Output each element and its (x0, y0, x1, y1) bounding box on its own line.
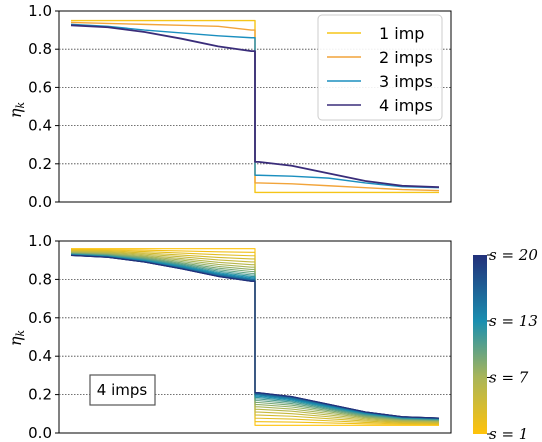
legend-entry: 3 imps (379, 72, 433, 91)
colorbar-gradient (473, 255, 487, 434)
y-tick-label: 0.4 (28, 347, 52, 365)
bottom-series-lines (70, 248, 440, 426)
top-y-axis-label-sub: k (14, 102, 27, 109)
top-legend: 1 imp 2 imps 3 imps 4 imps (317, 14, 443, 121)
colorbar-label: s = 1 (489, 425, 528, 442)
bottom-panel: 0.0 0.2 0.4 0.6 0.8 1.0 ηk 4 imps (6, 232, 452, 442)
legend-entry: 1 imp (379, 24, 424, 43)
annotation-text: 4 imps (97, 381, 148, 399)
bottom-y-axis-label-sub: k (14, 330, 27, 337)
annotation-box: 4 imps (89, 374, 156, 406)
bottom-plot-frame (58, 240, 452, 434)
y-tick-label: 1.0 (28, 232, 52, 250)
bottom-y-axis-label-main: η (6, 336, 25, 346)
y-tick-label: 0.6 (28, 78, 52, 96)
y-tick-label: 0.4 (28, 117, 52, 135)
colorbar-label: s = 7 (489, 368, 529, 386)
top-y-axis-label-main: η (6, 108, 25, 118)
y-tick-label: 0.0 (28, 424, 52, 442)
top-y-ticks: 0.0 0.2 0.4 0.6 0.8 1.0 (28, 2, 59, 211)
colorbar-label: s = 20 (489, 246, 538, 264)
y-tick-label: 0.8 (28, 270, 52, 288)
top-series-lines (70, 19, 440, 194)
bottom-y-ticks: 0.0 0.2 0.4 0.6 0.8 1.0 (28, 232, 59, 442)
series-line-4 (70, 24, 440, 188)
colorbar: s = 20 s = 13 s = 7 s = 1 (473, 246, 538, 442)
colorbar-labels: s = 20 s = 13 s = 7 s = 1 (487, 246, 538, 442)
y-tick-label: 0.2 (28, 155, 52, 173)
y-tick-label: 1.0 (28, 2, 52, 20)
bottom-y-axis-label: ηk (6, 330, 27, 347)
colorbar-label: s = 13 (489, 312, 538, 330)
top-y-axis-label: ηk (6, 102, 27, 119)
top-panel: 0.0 0.2 0.4 0.6 0.8 1.0 ηk 1 imp 2 imps 3 imps 4… (6, 2, 452, 211)
top-plot-frame (58, 10, 452, 203)
y-tick-label: 0.0 (28, 193, 52, 211)
y-tick-label: 0.8 (28, 40, 52, 58)
series-line-s20 (70, 254, 440, 419)
legend-entry: 4 imps (379, 96, 433, 115)
legend-box (317, 14, 443, 121)
legend-entry: 2 imps (379, 48, 433, 67)
annotation-frame (89, 374, 156, 406)
y-tick-label: 0.6 (28, 309, 52, 327)
y-tick-label: 0.2 (28, 386, 52, 404)
